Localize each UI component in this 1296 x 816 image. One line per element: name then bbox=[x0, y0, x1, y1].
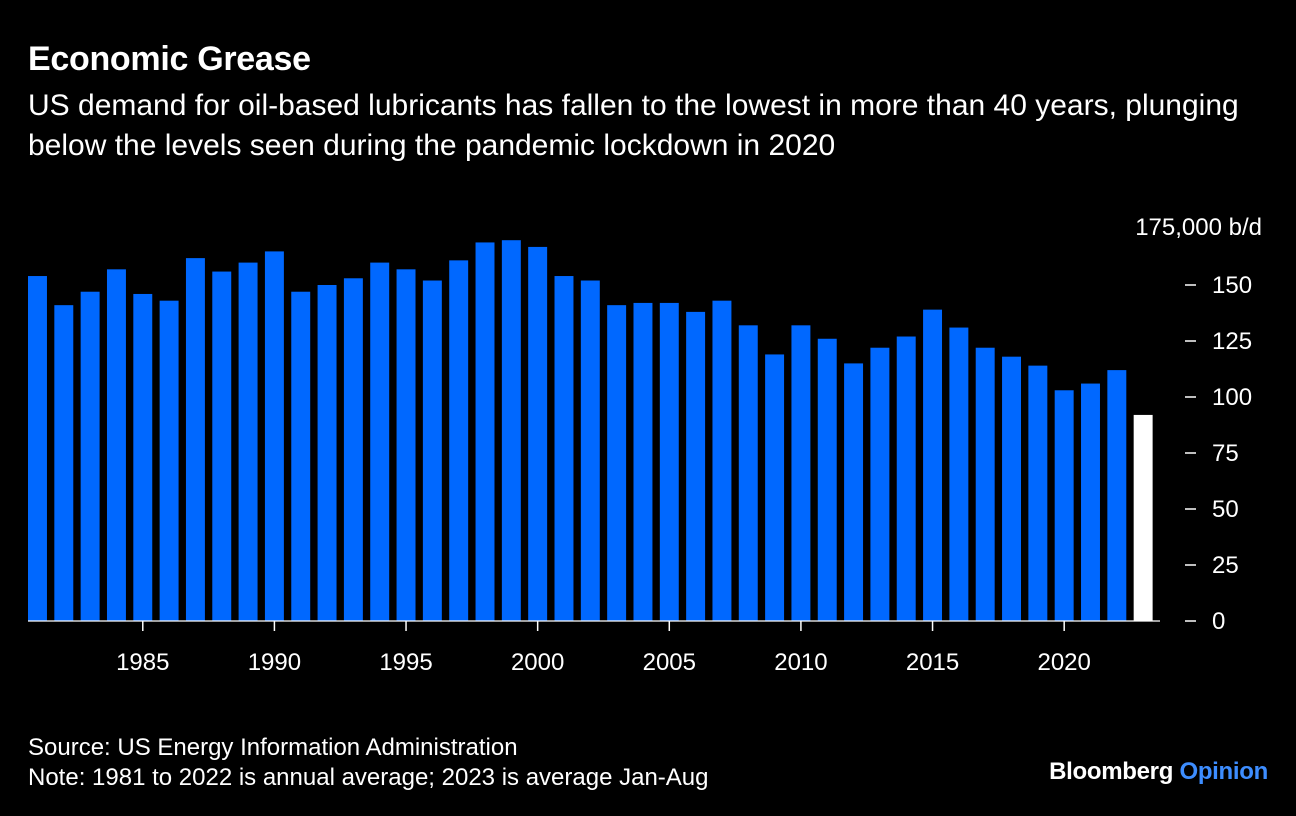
bar-2014 bbox=[896, 336, 916, 621]
bar-2002 bbox=[580, 280, 600, 621]
y-tick-label-25: 25 bbox=[1212, 552, 1239, 579]
bar-2007 bbox=[712, 300, 732, 621]
bar-1995 bbox=[396, 269, 416, 621]
bar-1987 bbox=[185, 258, 205, 621]
bar-chart: 0 25 50 75 100 125 150 1985 1990 1995 2000 2005 201… bbox=[28, 214, 1262, 676]
bar-2012 bbox=[844, 363, 864, 621]
x-tick-label-2020: 2020 bbox=[1037, 649, 1090, 676]
bar-2020 bbox=[1054, 390, 1074, 621]
x-tick-label-1990: 1990 bbox=[248, 649, 301, 676]
brand-logo: Bloomberg Opinion bbox=[1049, 758, 1268, 786]
bar-2022 bbox=[1107, 370, 1127, 621]
y-tick-label-150: 150 bbox=[1212, 272, 1252, 299]
x-axis: 1985 1990 1995 2000 2005 2010 2015 2020 bbox=[116, 621, 1091, 676]
bar-1983 bbox=[80, 291, 100, 621]
bar-2011 bbox=[817, 338, 837, 621]
bar-2004 bbox=[633, 302, 653, 621]
bar-1984 bbox=[106, 269, 126, 621]
bar-1992 bbox=[317, 285, 337, 621]
source-text: Source: US Energy Information Administra… bbox=[28, 734, 518, 761]
y-tick-label-50: 50 bbox=[1212, 496, 1239, 523]
bars-group bbox=[28, 240, 1153, 622]
chart-title: Economic Grease bbox=[28, 40, 311, 78]
bar-1990 bbox=[264, 251, 284, 621]
y-axis-unit-label: 175,000 b/d bbox=[1135, 214, 1262, 241]
bar-2019 bbox=[1028, 365, 1048, 621]
y-tick-label-125: 125 bbox=[1212, 328, 1252, 355]
x-tick-label-2010: 2010 bbox=[774, 649, 827, 676]
bar-1991 bbox=[291, 291, 311, 621]
bar-2016 bbox=[949, 327, 969, 621]
bar-2010 bbox=[791, 325, 811, 621]
bar-2006 bbox=[686, 311, 706, 621]
bar-2003 bbox=[607, 305, 627, 621]
y-tick-label-100: 100 bbox=[1212, 384, 1252, 411]
chart-subtitle: US demand for oil-based lubricants has f… bbox=[28, 89, 1239, 162]
bar-1981 bbox=[28, 276, 47, 621]
bar-1988 bbox=[212, 271, 232, 621]
y-tick-label-75: 75 bbox=[1212, 440, 1239, 467]
brand-suffix: Opinion bbox=[1179, 758, 1268, 785]
bar-1989 bbox=[238, 262, 258, 621]
bar-1999 bbox=[501, 240, 521, 621]
bar-2000 bbox=[528, 246, 548, 622]
bar-1982 bbox=[54, 305, 74, 621]
bar-2005 bbox=[659, 302, 679, 621]
bar-2015 bbox=[923, 309, 943, 621]
bar-2013 bbox=[870, 347, 890, 621]
bar-1994 bbox=[370, 262, 390, 621]
x-tick-label-2015: 2015 bbox=[906, 649, 959, 676]
x-tick-label-2000: 2000 bbox=[511, 649, 564, 676]
brand-name: Bloomberg bbox=[1049, 758, 1174, 785]
bar-1985 bbox=[133, 293, 153, 621]
bar-1993 bbox=[343, 278, 363, 621]
bar-1986 bbox=[159, 300, 179, 621]
bar-1997 bbox=[449, 260, 469, 621]
bar-2017 bbox=[975, 347, 995, 621]
bar-2023 bbox=[1133, 414, 1153, 621]
bar-2008 bbox=[738, 325, 758, 621]
x-tick-label-1995: 1995 bbox=[379, 649, 432, 676]
bar-2021 bbox=[1081, 383, 1100, 621]
y-tick-label-0: 0 bbox=[1212, 608, 1225, 635]
bar-1998 bbox=[475, 242, 495, 621]
note-text: Note: 1981 to 2022 is annual average; 20… bbox=[28, 764, 709, 791]
y-axis: 0 25 50 75 100 125 150 bbox=[1185, 272, 1252, 635]
bar-2001 bbox=[554, 276, 574, 621]
x-tick-label-2005: 2005 bbox=[643, 649, 696, 676]
bar-1996 bbox=[422, 280, 442, 621]
bar-2018 bbox=[1002, 356, 1022, 621]
x-tick-label-1985: 1985 bbox=[116, 649, 169, 676]
bar-2009 bbox=[765, 354, 785, 621]
